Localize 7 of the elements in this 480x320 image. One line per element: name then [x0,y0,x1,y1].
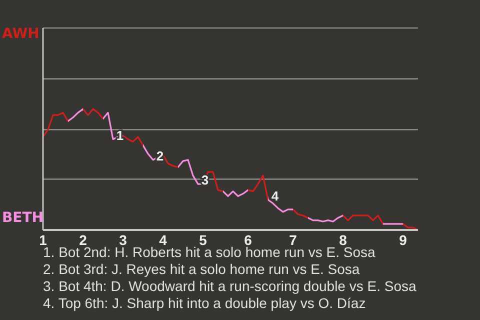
x-tick-label: 9 [399,232,408,248]
text: 2. Bot 3rd: J. Reyes hit a solo home run vs E. Sosa [43,261,361,278]
text: 3. Bot 4th: D. Woodward hit a run-scoring double vs E. Sosa [43,278,416,295]
annotation: BETH [2,210,44,226]
text: 4. Top 6th: J. Sharp hit into a double play vs O. Díaz [43,295,367,312]
text: AWH [2,26,40,42]
annotation: 4 [271,188,280,204]
